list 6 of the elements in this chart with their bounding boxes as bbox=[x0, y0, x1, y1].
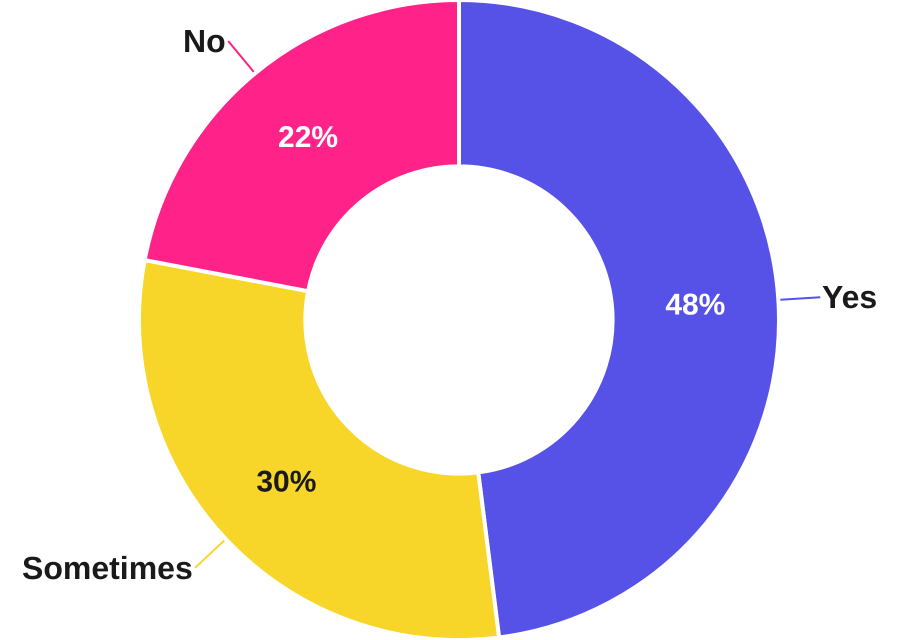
data-label: 30% bbox=[256, 466, 316, 499]
data-label: 22% bbox=[278, 121, 338, 154]
slice-label: Sometimes bbox=[22, 550, 193, 586]
data-label: 48% bbox=[665, 288, 726, 322]
slice-label: Yes bbox=[822, 279, 878, 315]
slice-label: No bbox=[183, 23, 226, 59]
